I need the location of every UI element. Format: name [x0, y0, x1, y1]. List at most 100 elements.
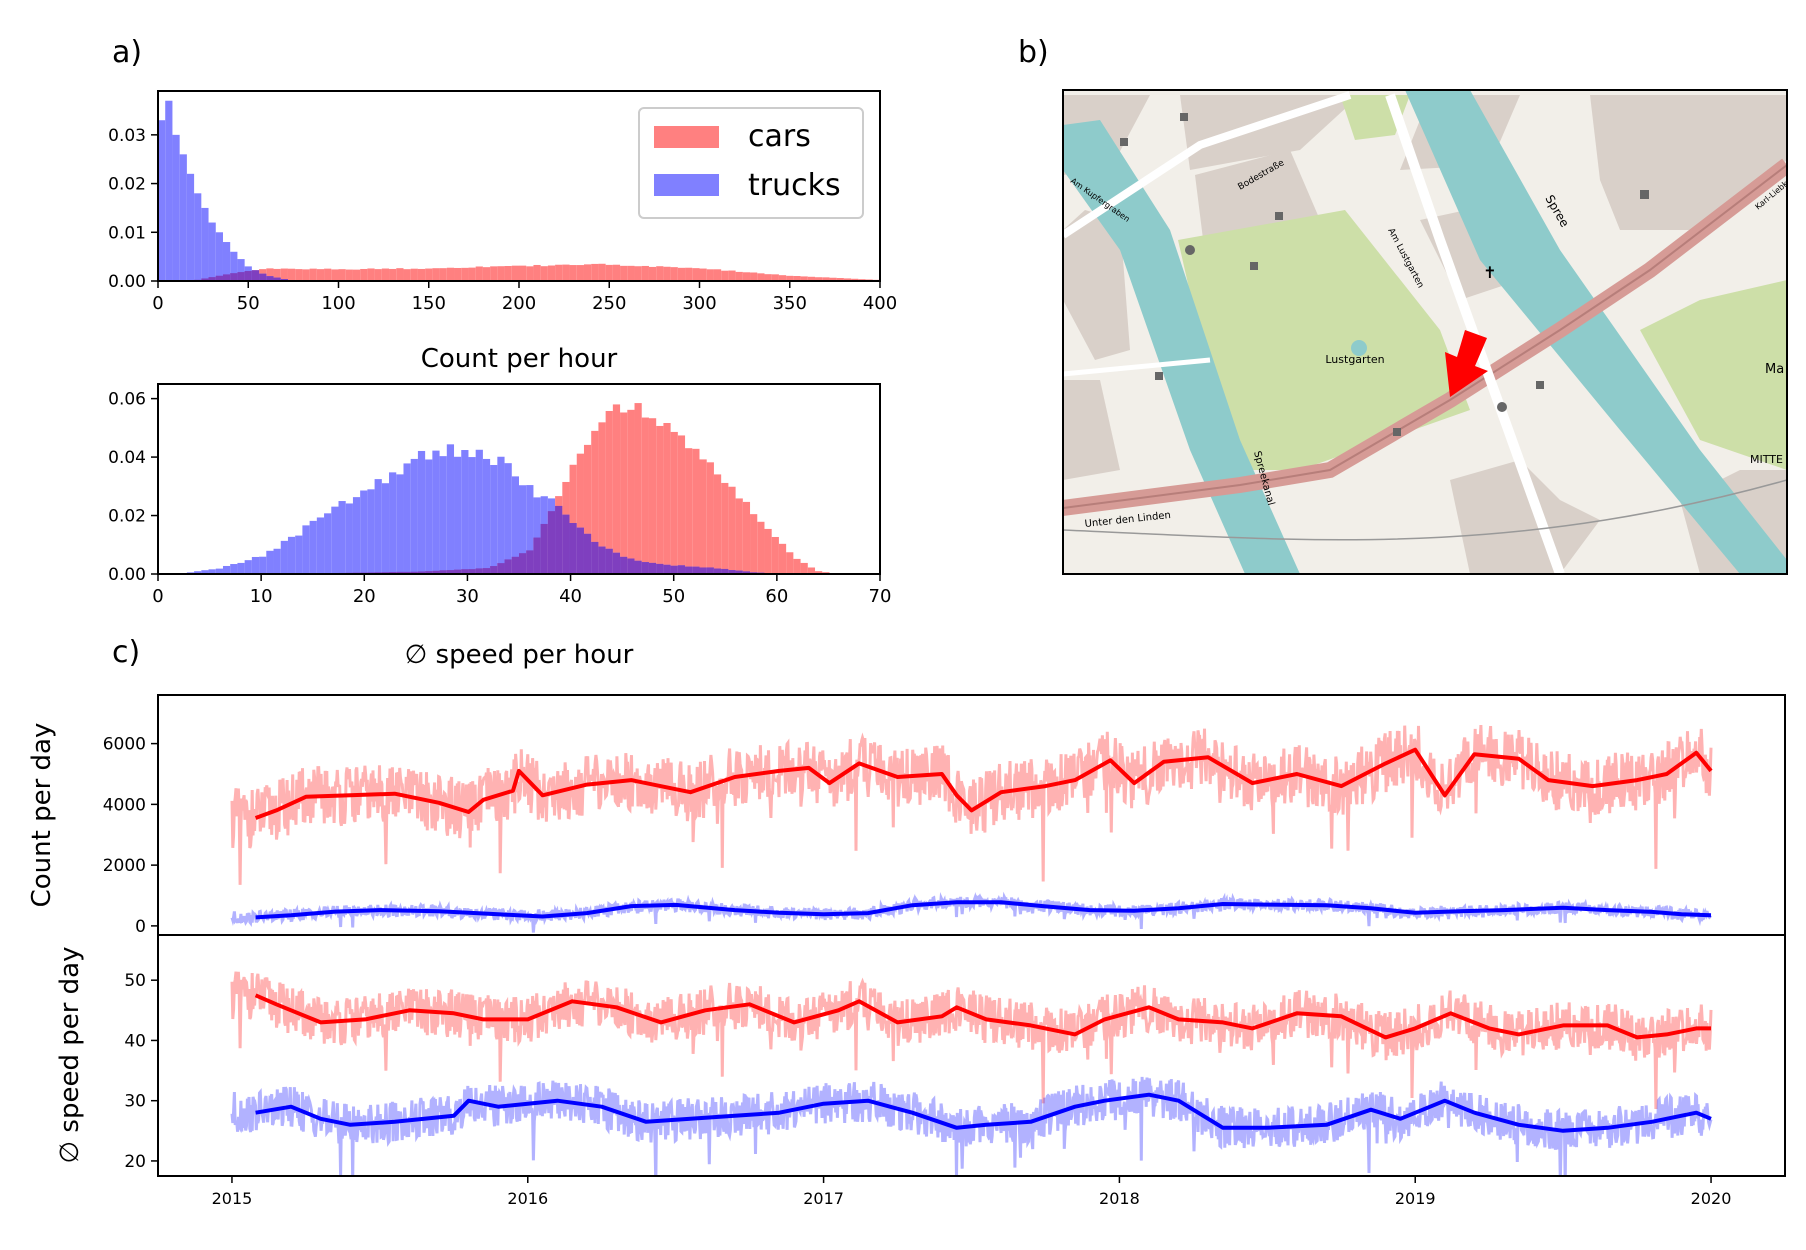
trucks-count-bar	[208, 222, 216, 281]
speed-day-raw-line-trucks	[230, 1076, 1713, 1176]
trucks-speed-bar	[374, 479, 382, 574]
overlap-speed-bar	[468, 569, 476, 574]
speed-hist-xtick-label: 20	[353, 586, 376, 607]
cars-count-bar	[533, 264, 541, 281]
cars-count-bar	[663, 266, 671, 281]
count-hist-xtick-label: 200	[502, 293, 536, 314]
cars-speed-bar	[677, 435, 686, 574]
trucks-speed-bar	[215, 568, 223, 574]
trucks-count-bar	[215, 232, 223, 281]
speed-hist-xtick-label: 30	[456, 586, 479, 607]
overlap-speed-bar	[526, 550, 534, 574]
overlap-speed-bar	[540, 523, 548, 574]
cars-count-bar	[583, 264, 592, 281]
cars-speed-bar	[605, 410, 613, 574]
cars-count-bar	[612, 264, 621, 281]
cars-count-bar	[822, 277, 830, 281]
cars-speed-bar	[757, 521, 765, 574]
cars-speed-bar	[569, 464, 577, 574]
overlap-speed-bar	[389, 571, 397, 574]
overlap-speed-bar	[454, 569, 462, 574]
cars-count-bar	[511, 265, 519, 281]
trucks-speed-bar	[280, 540, 288, 574]
cars-speed-bar	[656, 425, 664, 574]
trucks-speed-bar	[208, 569, 216, 574]
cars-count-bar	[338, 269, 346, 281]
cars-count-bar	[497, 266, 505, 281]
overlap-count-bar	[208, 277, 216, 281]
overlap-speed-bar	[612, 552, 621, 574]
trucks-speed-bar	[338, 501, 346, 574]
cars-count-bar	[432, 268, 440, 281]
speed-day-ytick-label: 30	[124, 1092, 146, 1112]
trucks-speed-bar	[490, 464, 498, 574]
cars-count-bar	[324, 268, 332, 281]
cars-count-bar	[641, 265, 649, 281]
cars-count-bar	[302, 269, 310, 281]
speed-day-smoothed-line-trucks	[255, 1092, 1712, 1133]
cars-count-bar	[815, 277, 823, 281]
legend-swatch-trucks	[654, 174, 719, 196]
overlap-speed-bar	[627, 558, 635, 574]
building-block	[1063, 210, 1130, 360]
trucks-speed-bar	[396, 474, 404, 574]
trucks-speed-bar	[251, 556, 260, 574]
cars-count-bar	[482, 267, 491, 281]
speed-day-ytick-label: 40	[124, 1031, 146, 1051]
trucks-speed-bar	[331, 506, 339, 574]
cars-speed-bar	[699, 459, 707, 574]
cars-count-bar	[685, 267, 693, 281]
overlap-speed-bar	[475, 568, 483, 574]
overlap-speed-bar	[482, 568, 491, 574]
cars-speed-bar	[815, 571, 823, 574]
trucks-speed-bar	[425, 459, 433, 574]
trucks-speed-bar	[352, 497, 361, 574]
cars-count-bar	[605, 264, 613, 281]
park-area	[1640, 280, 1787, 470]
overlap-count-bar	[273, 277, 281, 281]
speed-hist-xtick-label: 70	[869, 586, 892, 607]
speed-day-xtick-label: 2017	[803, 1189, 844, 1208]
cars-count-bar	[504, 266, 512, 281]
cars-count-bar	[793, 275, 801, 281]
legend-swatch-cars	[654, 126, 719, 148]
speed-hist-xtick-label: 40	[559, 586, 582, 607]
speed-day-raw-line-cars	[230, 971, 1713, 1110]
trucks-speed-bar	[526, 485, 534, 574]
count-histogram: 0 50 100 150 200 250 300 350 400 0.00 0.01 0.02 0.03…	[108, 90, 897, 374]
map-frame	[1062, 89, 1788, 575]
overlap-speed-bar	[663, 564, 671, 574]
cars-count-bar	[735, 271, 743, 281]
cars-count-bar	[547, 265, 556, 281]
cars-count-bar	[634, 266, 642, 281]
cars-count-bar	[742, 272, 751, 281]
count-hist-xtick-label: 350	[773, 293, 807, 314]
cars-count-bar	[389, 268, 397, 281]
speed-hist-xtick-label: 0	[152, 586, 163, 607]
count-per-day-ylabel: Count per day	[27, 723, 57, 908]
map-label-ma: Ma	[1765, 362, 1784, 377]
cars-count-bar	[309, 268, 317, 281]
overlap-speed-bar	[396, 571, 404, 574]
cars-speed-bar	[591, 430, 599, 574]
trucks-count-bar	[179, 154, 187, 281]
poi-icon	[1155, 372, 1163, 380]
trucks-count-bar	[201, 207, 209, 281]
cars-count-bar	[490, 266, 498, 281]
trucks-speed-bar	[302, 525, 310, 574]
cars-count-bar	[598, 263, 606, 281]
cars-speed-bar	[778, 543, 787, 574]
count-hist-xtick-label: 0	[152, 293, 163, 314]
overlap-count-bar	[237, 272, 245, 281]
count-hist-xtick-label: 250	[592, 293, 626, 314]
trucks-speed-bar	[201, 570, 209, 574]
overlap-speed-bar	[410, 571, 418, 574]
overlap-speed-bar	[735, 570, 743, 574]
trucks-speed-bar	[519, 485, 527, 574]
trucks-speed-bar	[194, 571, 202, 574]
overlap-speed-bar	[547, 511, 556, 574]
count-hist-ytick-label: 0.00	[108, 272, 146, 292]
trucks-speed-bar	[461, 450, 469, 574]
